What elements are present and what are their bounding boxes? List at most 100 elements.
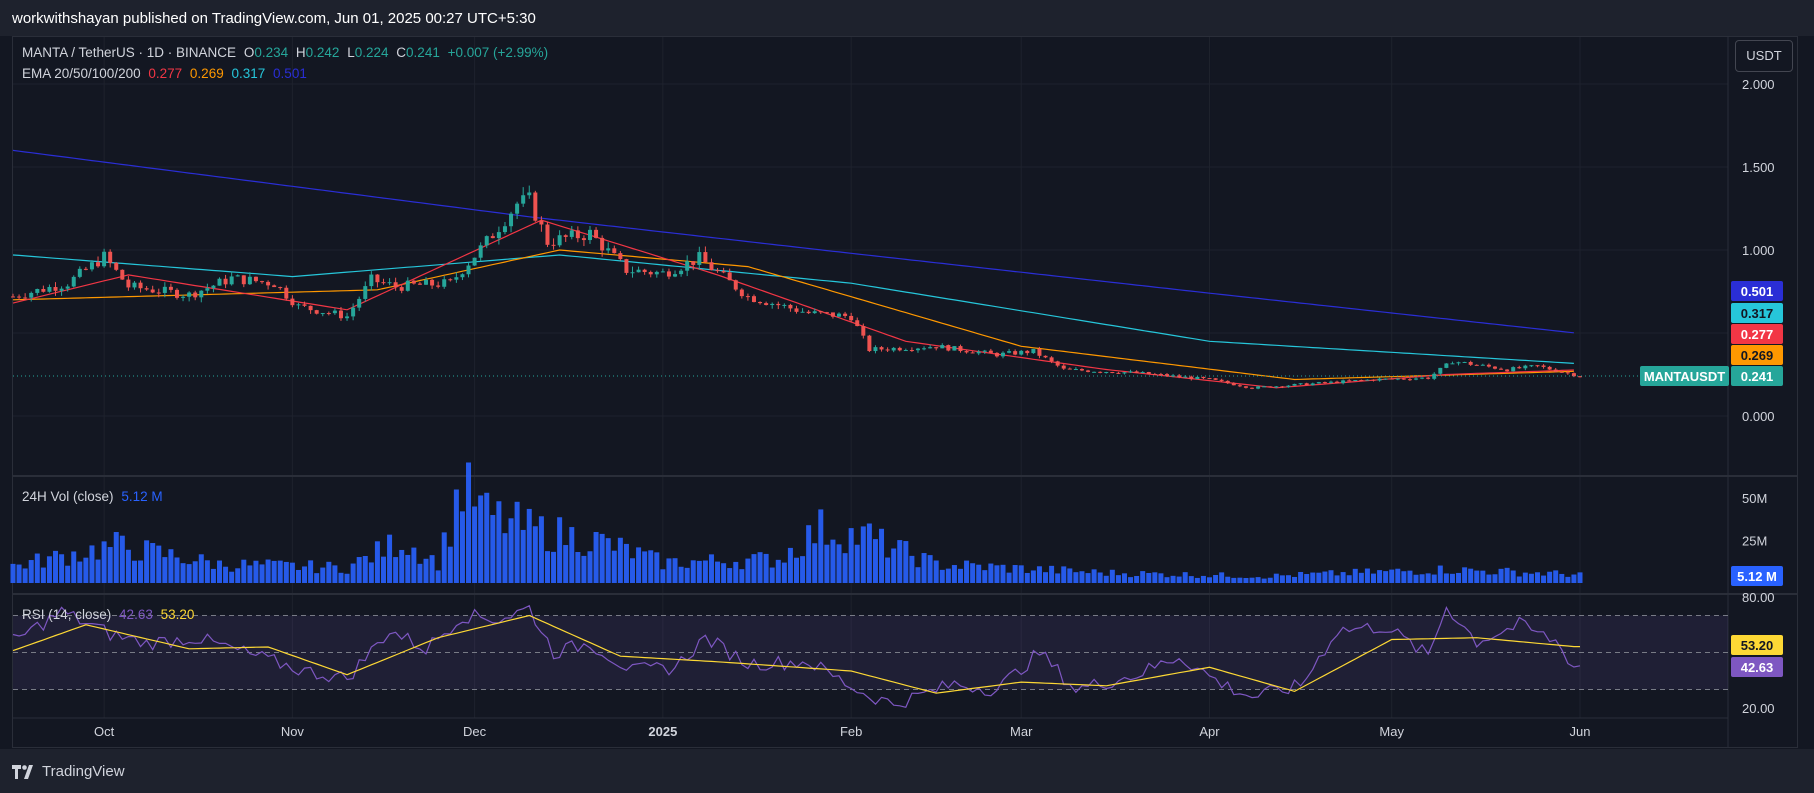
- volume-bar-127: [781, 562, 787, 583]
- volume-bar-42: [265, 559, 271, 583]
- volume-bar-136: [836, 544, 842, 583]
- candle-0: [11, 293, 15, 298]
- volume-bar-35: [223, 566, 229, 583]
- candle-197: [1207, 377, 1212, 380]
- candle-154: [946, 344, 951, 352]
- volume-bar-143: [879, 528, 885, 583]
- candle-173: [1061, 364, 1066, 370]
- candle-101: [624, 258, 629, 275]
- volume-bar-15: [101, 541, 107, 583]
- volume-bar-56: [350, 563, 356, 583]
- volume-bar-255: [1559, 573, 1565, 583]
- close-label: C: [396, 45, 407, 60]
- volume-bar-112: [690, 560, 696, 583]
- candle-103: [636, 266, 641, 273]
- candle-49: [308, 305, 313, 314]
- candle-109: [673, 270, 678, 278]
- candle-102: [630, 266, 635, 278]
- tradingview-logo[interactable]: TradingView: [12, 763, 125, 780]
- volume-bar-225: [1377, 570, 1383, 583]
- candle-165: [1013, 349, 1018, 356]
- candle-98: [606, 242, 611, 254]
- volume-bar-29: [186, 564, 192, 583]
- candle-156: [958, 344, 963, 353]
- rsi-pane: [12, 604, 1728, 709]
- volume-bar-128: [787, 547, 793, 583]
- volume-bar-66: [411, 547, 417, 583]
- volume-bar-17: [113, 532, 119, 583]
- volume-bars: [10, 462, 1583, 583]
- volume-bar-169: [1036, 566, 1042, 583]
- candle-203: [1243, 386, 1248, 389]
- volume-bar-233: [1425, 573, 1431, 583]
- volume-bar-0: [10, 563, 16, 583]
- volume-bar-28: [180, 563, 186, 583]
- candle-8: [59, 286, 64, 296]
- volume-bar-191: [1170, 575, 1176, 583]
- volume-bar-108: [666, 558, 672, 583]
- candle-232: [1420, 377, 1425, 380]
- volume-bar-221: [1352, 568, 1358, 583]
- candle-175: [1073, 367, 1078, 371]
- candle-44: [278, 286, 283, 290]
- volume-bar-168: [1030, 570, 1036, 583]
- volume-bar-227: [1389, 569, 1395, 583]
- volume-bar-59: [368, 562, 374, 583]
- candle-52: [326, 311, 331, 316]
- volume-bar-147: [903, 541, 909, 583]
- candle-236: [1444, 363, 1449, 369]
- volume-bar-188: [1152, 572, 1158, 583]
- volume-bar-141: [866, 523, 872, 583]
- candle-134: [824, 311, 829, 315]
- volume-bar-97: [599, 533, 605, 583]
- svg-text:5.12 M: 5.12 M: [1737, 569, 1777, 584]
- candle-230: [1407, 378, 1412, 381]
- volume-bar-30: [192, 561, 198, 583]
- candle-231: [1414, 377, 1419, 381]
- volume-bar-25: [162, 557, 168, 583]
- volume-bar-214: [1310, 572, 1316, 583]
- volume-bar-47: [295, 569, 301, 583]
- svg-text:MANTAUSDT: MANTAUSDT: [1644, 369, 1725, 384]
- volume-bar-239: [1462, 567, 1468, 583]
- candle-250: [1529, 364, 1534, 368]
- volume-bar-6: [46, 556, 52, 583]
- candle-146: [897, 346, 902, 352]
- volume-bar-131: [806, 525, 812, 583]
- volume-bar-76: [472, 506, 478, 583]
- volume-bar-140: [860, 526, 866, 583]
- candle-205: [1256, 385, 1261, 390]
- candle-7: [53, 282, 58, 296]
- volume-bar-90: [557, 517, 563, 583]
- candle-47: [296, 302, 301, 310]
- candle-85: [527, 185, 532, 199]
- volume-bar-175: [1073, 572, 1079, 583]
- candle-185: [1134, 370, 1139, 374]
- volume-bar-217: [1328, 570, 1334, 583]
- candle-38: [241, 275, 246, 288]
- candle-204: [1250, 387, 1255, 390]
- volume-bar-149: [915, 567, 921, 583]
- candle-133: [818, 310, 823, 315]
- volume-bar-220: [1346, 575, 1352, 583]
- candle-53: [332, 308, 337, 315]
- volume-bar-110: [678, 566, 684, 583]
- candle-91: [563, 234, 568, 242]
- volume-bar-209: [1279, 575, 1285, 583]
- volume-bar-86: [532, 526, 538, 583]
- rsi-tick-label-0: 80.00: [1742, 590, 1775, 605]
- candle-89: [551, 238, 556, 250]
- volume-bar-13: [89, 545, 95, 583]
- price-tags: 0.501 0.317 0.277 0.269 MANTAUSDT 0.241 5.12 M…: [1640, 281, 1783, 677]
- candle-66: [411, 279, 416, 285]
- volume-bar-210: [1285, 575, 1291, 583]
- volume-bar-193: [1182, 572, 1188, 583]
- candle-196: [1201, 376, 1206, 380]
- candle-150: [922, 346, 927, 351]
- candle-40: [253, 276, 258, 283]
- low-label: L: [347, 45, 355, 60]
- candle-34: [217, 277, 222, 286]
- currency-button[interactable]: USDT: [1735, 40, 1793, 72]
- symbol-legend: MANTA / TetherUS · 1D · BINANCE O0.234 H…: [22, 45, 552, 60]
